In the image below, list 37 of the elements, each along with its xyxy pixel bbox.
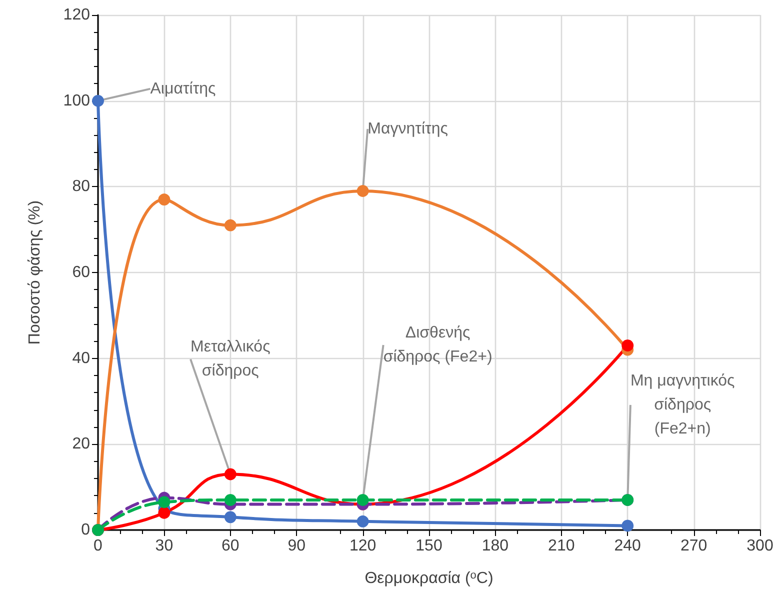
y-tick-label: 80 bbox=[72, 178, 90, 196]
point bbox=[224, 511, 236, 524]
y-axis-title: Ποσοστό φάσης (%) bbox=[26, 200, 44, 345]
y-tick-label: 60 bbox=[72, 264, 90, 281]
point bbox=[158, 496, 170, 508]
annotation: Μαγνητίτης bbox=[368, 120, 448, 138]
x-tick-label: 150 bbox=[416, 538, 442, 554]
annotation: Μεταλλικός σίδηρος bbox=[190, 338, 271, 380]
x-tick-label: 0 bbox=[94, 538, 103, 554]
x-tick-label: 90 bbox=[288, 538, 306, 554]
point bbox=[224, 494, 236, 506]
point bbox=[356, 515, 369, 528]
point bbox=[224, 468, 236, 480]
y-tick-label: 120 bbox=[63, 6, 90, 24]
annotation: Αιματίτης bbox=[150, 80, 216, 98]
point bbox=[622, 520, 634, 532]
annotation: Δισθενής σίδηρος (Fe2+) bbox=[383, 324, 492, 366]
x-tick-label: 240 bbox=[614, 538, 642, 554]
y-tick-label: 100 bbox=[63, 92, 90, 110]
y-tick-label: 0 bbox=[81, 522, 90, 538]
point bbox=[158, 506, 170, 519]
x-tick-label: 30 bbox=[155, 538, 174, 554]
x-tick-label: 210 bbox=[548, 538, 575, 554]
x-tick-label: 180 bbox=[482, 538, 509, 554]
y-tick-label: 20 bbox=[72, 436, 90, 453]
point bbox=[158, 194, 170, 206]
x-tick-label: 60 bbox=[222, 538, 240, 554]
x-tick-label: 300 bbox=[746, 538, 774, 554]
point bbox=[92, 94, 104, 107]
point bbox=[224, 219, 236, 232]
annotation: Μη μαγνητικός σίδηρος (Fe2+n) bbox=[630, 372, 736, 438]
y-tick-label: 40 bbox=[72, 350, 90, 367]
point bbox=[622, 339, 634, 352]
point bbox=[356, 184, 369, 197]
point bbox=[356, 494, 369, 506]
x-tick-label: 270 bbox=[680, 538, 708, 554]
x-tick-label: 120 bbox=[349, 538, 376, 554]
